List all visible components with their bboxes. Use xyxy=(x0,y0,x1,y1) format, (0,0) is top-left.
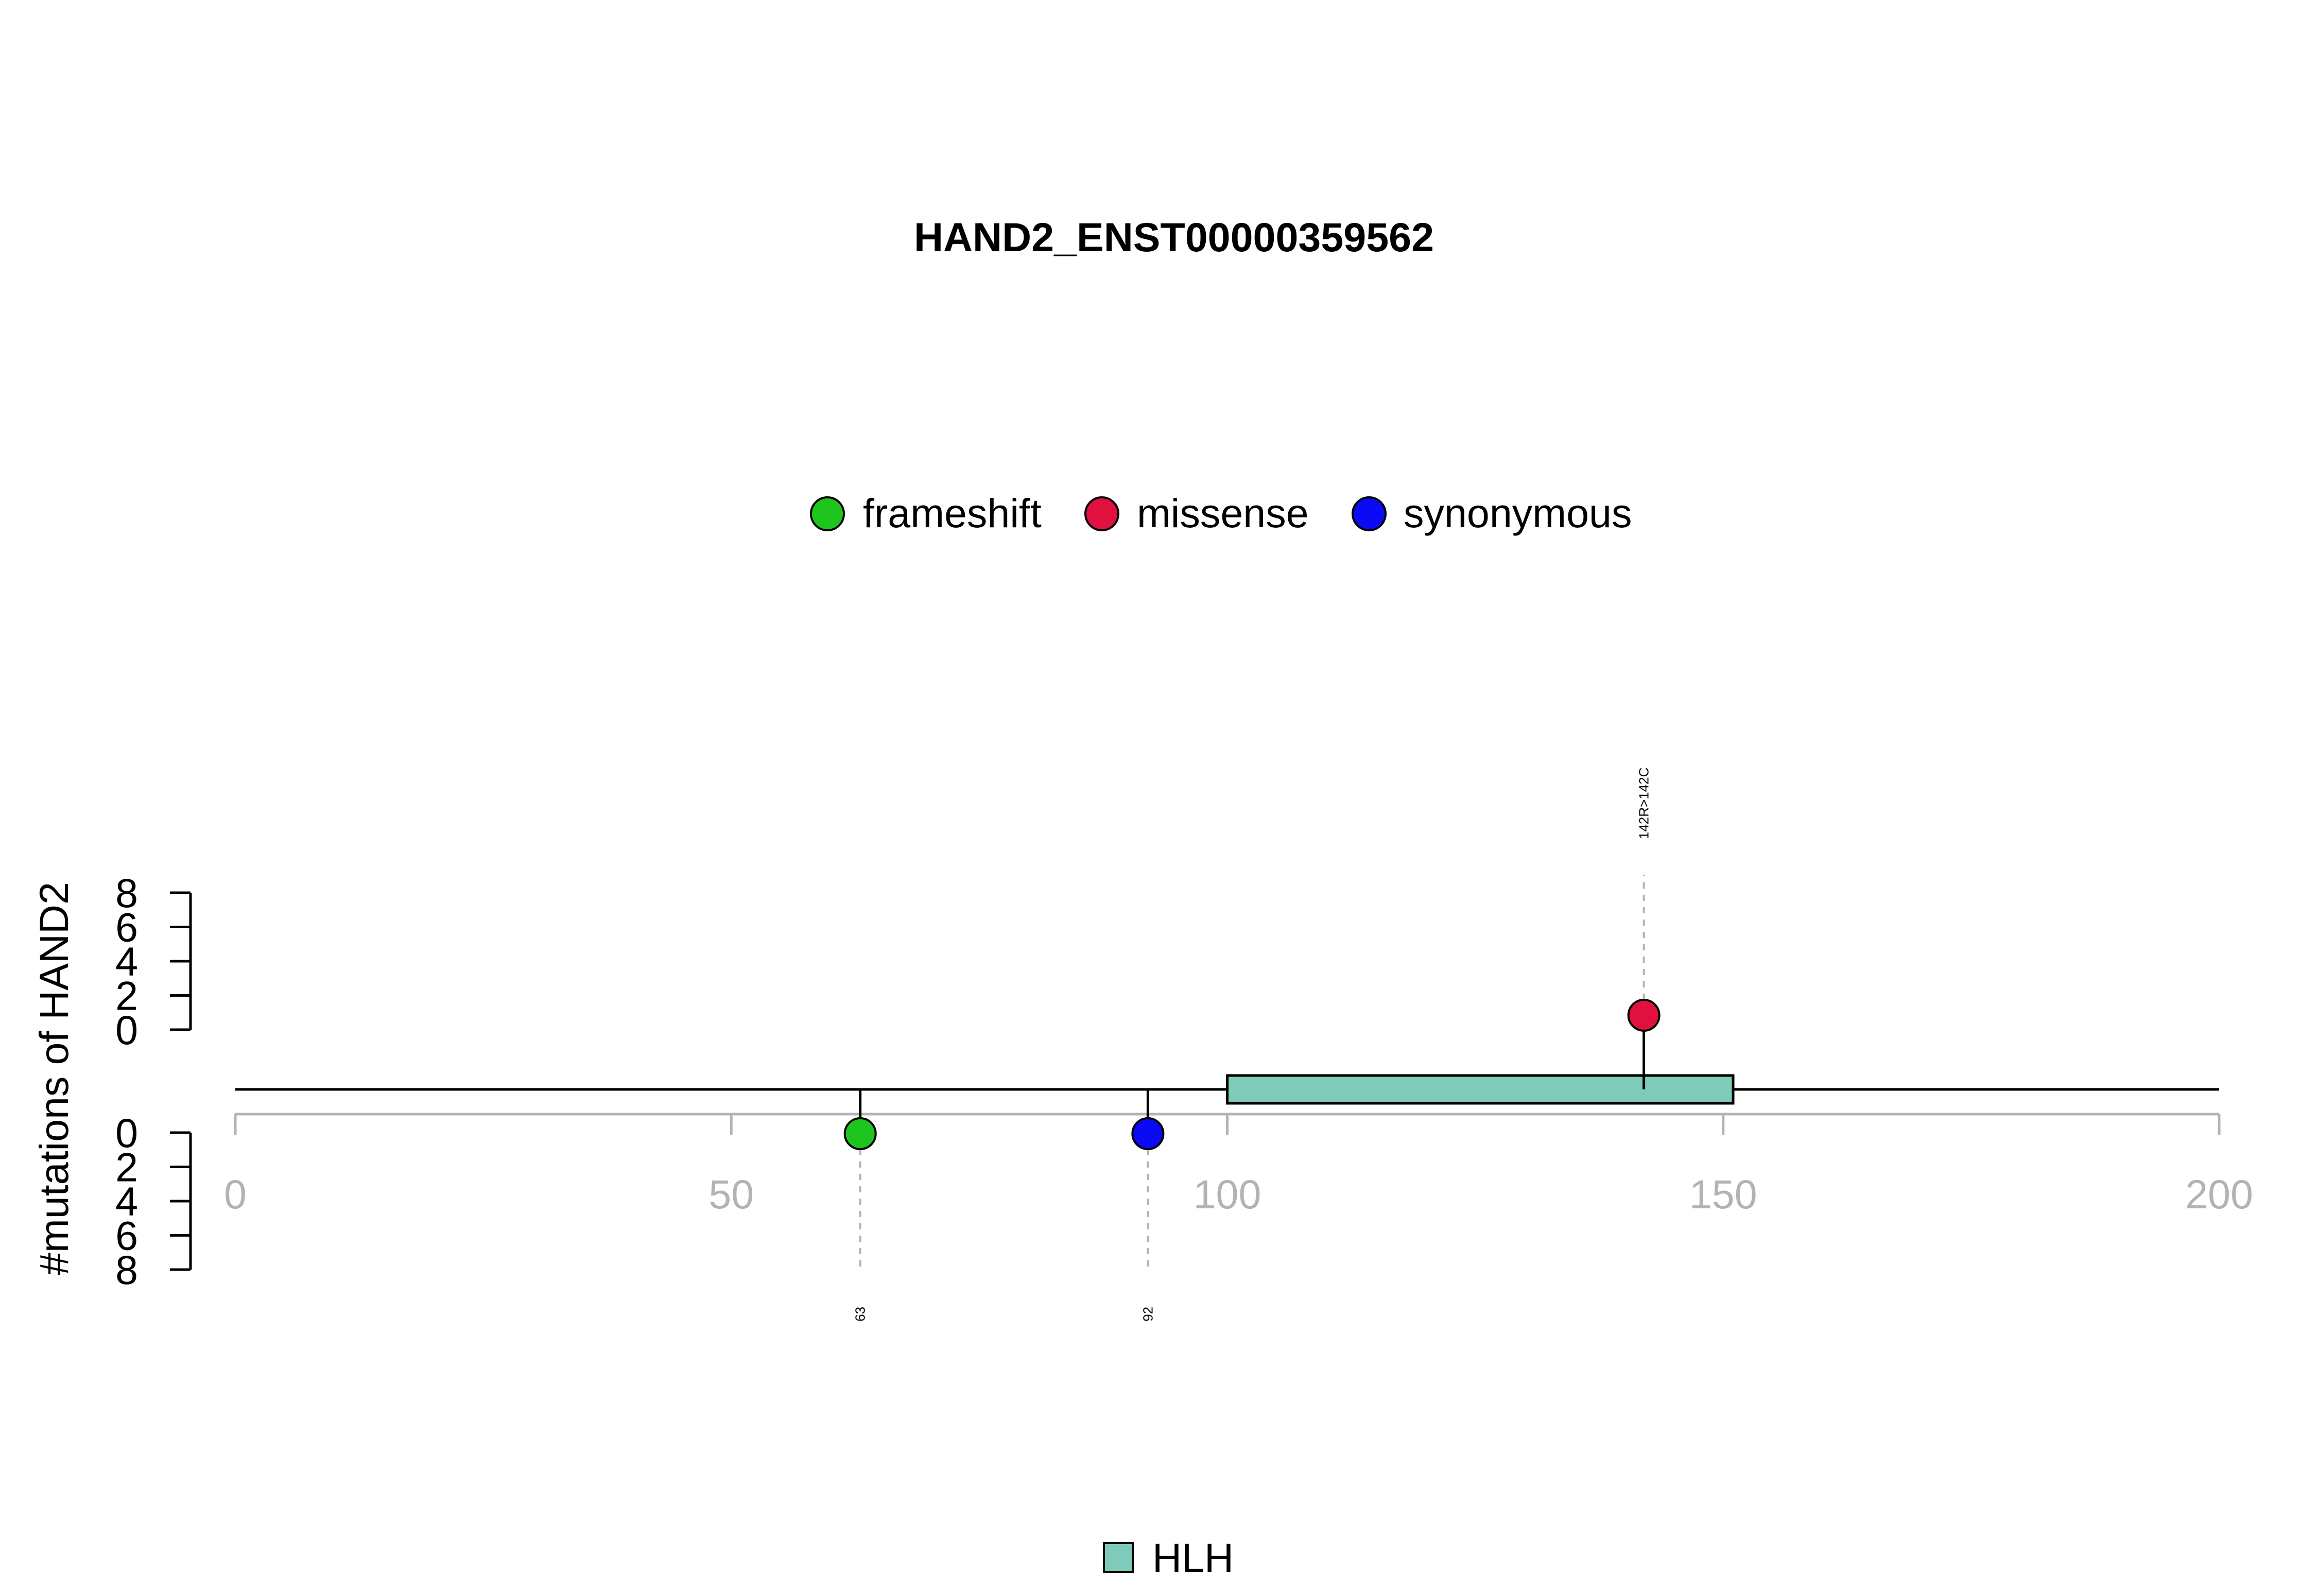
mutation-type-legend: frameshift missense synonymous xyxy=(810,490,1632,536)
y-bottom-tick-label: 8 xyxy=(115,1247,138,1293)
y-axis-label: #mutations of HAND2 xyxy=(31,882,77,1275)
y-bottom-tick-label: 2 xyxy=(115,1144,138,1190)
domain-legend-label: HLH xyxy=(1152,1535,1234,1581)
x-tick-label: 0 xyxy=(224,1171,247,1217)
x-axis: 0 50 100 150 200 xyxy=(224,1113,2253,1217)
mutation-label: 142R>142C xyxy=(1636,768,1652,840)
x-tick-label: 50 xyxy=(708,1171,754,1217)
x-tick-label: 100 xyxy=(1194,1171,1261,1217)
legend-label-frameshift: frameshift xyxy=(863,490,1042,536)
domain-legend-swatch xyxy=(1103,1542,1134,1573)
domain-legend: HLH xyxy=(1103,1535,1234,1581)
mutation-lollipops: 63 92 142R>142C xyxy=(843,768,1661,1322)
domain-layer xyxy=(1226,1074,1735,1105)
chart-title: HAND2_ENST00000359562 xyxy=(914,214,1434,260)
mutation-point-missense xyxy=(1627,999,1661,1032)
y-top-tick-label: 8 xyxy=(115,870,138,916)
y-top-tick-label: 6 xyxy=(115,905,138,950)
legend-marker-frameshift xyxy=(810,496,845,531)
y-top-tick-label: 2 xyxy=(115,973,138,1019)
x-tick-label: 150 xyxy=(1689,1171,1757,1217)
y-bottom-tick-label: 4 xyxy=(115,1178,138,1224)
y-bottom-tick-label: 0 xyxy=(115,1110,138,1156)
mutation-point-synonymous xyxy=(1131,1117,1165,1150)
legend-label-synonymous: synonymous xyxy=(1404,490,1632,536)
y-bottom-tick-label: 6 xyxy=(115,1213,138,1259)
legend-marker-synonymous xyxy=(1352,496,1387,531)
y-top-tick-label: 4 xyxy=(115,939,138,984)
legend-marker-missense xyxy=(1084,496,1119,531)
legend-label-missense: missense xyxy=(1137,490,1309,536)
domain-HLH xyxy=(1226,1074,1735,1105)
mutation-point-frameshift xyxy=(843,1117,877,1150)
y-top-tick-label: 0 xyxy=(115,1007,138,1053)
x-tick-label: 200 xyxy=(2185,1171,2253,1217)
mutation-label: 92 xyxy=(1140,1307,1155,1322)
mutation-label: 63 xyxy=(853,1307,868,1322)
